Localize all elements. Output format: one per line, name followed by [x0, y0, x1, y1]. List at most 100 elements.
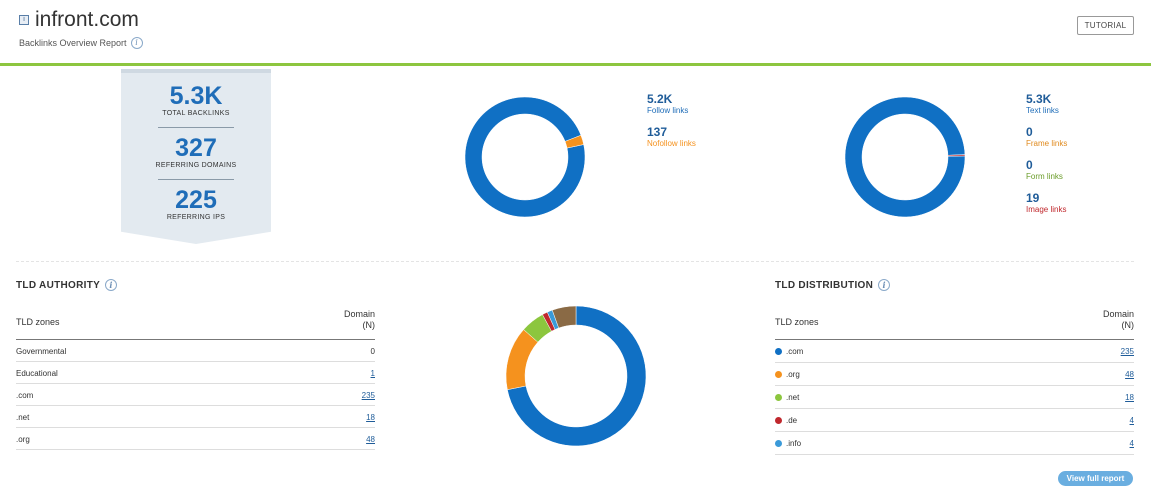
col-tld-zones: TLD zones [775, 317, 819, 327]
link-type-donut-chart [844, 96, 966, 218]
row-zone-label: .info [786, 439, 802, 448]
frame-links-value: 0 [1026, 125, 1033, 139]
referring-domains-stat[interactable]: 327 REFERRING DOMAINS [121, 135, 271, 169]
row-zone: .org [775, 370, 800, 379]
text-links-value: 5.3K [1026, 92, 1052, 106]
table-row: Educational 1 [16, 362, 375, 384]
frame-links-label: Frame links [1026, 139, 1068, 148]
follow-links-donut-chart [464, 96, 586, 218]
referring-ips-stat[interactable]: 225 REFERRING IPS [121, 187, 271, 221]
row-count-link[interactable]: 48 [366, 435, 375, 444]
linktype-slice-image-links[interactable] [947, 154, 966, 157]
site-title: infront.com [35, 8, 139, 31]
table-row: .org 48 [16, 428, 375, 450]
follow-legend: 5.2K Follow links 137 Nofollow links [647, 93, 696, 159]
col-domain-line1: Domain [1102, 309, 1134, 319]
report-header: i infront.com Backlinks Overview Report … [0, 0, 1151, 66]
info-icon[interactable]: i [878, 279, 891, 291]
referring-domains-value: 327 [175, 134, 217, 162]
tld-authority-title: TLD AUTHORITY [16, 279, 101, 291]
table-row: .de 4 [775, 409, 1134, 432]
tld-distribution-heading: TLD DISTRIBUTION i [775, 279, 891, 291]
follow-links-value: 5.2K [647, 92, 673, 106]
col-domain: Domain (N) [344, 309, 375, 331]
form-links-value: 0 [1026, 158, 1033, 172]
row-count-link[interactable]: 48 [1125, 370, 1134, 379]
row-zone: .de [775, 416, 797, 425]
total-backlinks-stat[interactable]: 5.3K TOTAL BACKLINKS [121, 83, 271, 117]
table-row: .info 4 [775, 432, 1134, 455]
report-subtitle: Backlinks Overview Report i [19, 37, 143, 49]
referring-domains-label: REFERRING DOMAINS [155, 162, 237, 169]
legend-follow[interactable]: 5.2K Follow links [647, 93, 696, 116]
tld-slice-other[interactable] [551, 305, 577, 329]
nofollow-links-value: 137 [647, 125, 668, 139]
link-type-legend: 5.3K Text links 0 Frame links 0 Form lin… [1026, 93, 1067, 225]
row-count-link[interactable]: 4 [1129, 439, 1134, 448]
divider [158, 127, 234, 128]
tutorial-button[interactable]: TUTORIAL [1077, 16, 1134, 35]
linktype-slice-text-links[interactable] [844, 96, 966, 218]
row-zone: Educational [16, 369, 58, 378]
report-subtitle-text: Backlinks Overview Report [19, 38, 127, 48]
follow-links-label: Follow links [647, 106, 689, 115]
row-zone: .net [775, 393, 799, 402]
row-zone: .com [16, 391, 34, 400]
view-full-report-button[interactable]: View full report [1058, 471, 1133, 486]
col-tld-zones: TLD zones [16, 317, 60, 327]
follow-slice-nofollow-links[interactable] [564, 134, 584, 149]
info-icon[interactable]: i [105, 279, 118, 291]
table-row: .org 48 [775, 363, 1134, 386]
info-icon[interactable]: i [130, 37, 143, 49]
total-backlinks-label: TOTAL BACKLINKS [162, 110, 230, 117]
legend-dot-icon [775, 348, 782, 355]
legend-form-links[interactable]: 0 Form links [1026, 159, 1067, 182]
referring-ips-label: REFERRING IPS [166, 214, 226, 221]
table-row: .net 18 [16, 406, 375, 428]
row-count-link[interactable]: 235 [361, 391, 375, 400]
totals-panel: 5.3K TOTAL BACKLINKS 327 REFERRING DOMAI… [121, 69, 271, 244]
row-zone: Governmental [16, 347, 67, 356]
row-zone: .net [16, 413, 30, 422]
tld-authority-table: TLD zones Domain (N) Governmental 0 Educ… [16, 308, 375, 450]
row-zone: .org [16, 435, 30, 444]
legend-text-links[interactable]: 5.3K Text links [1026, 93, 1067, 116]
tld-slice-com[interactable] [507, 305, 647, 447]
tld-distribution-donut-chart [505, 305, 647, 447]
table-header: TLD zones Domain (N) [775, 308, 1134, 340]
col-domain-line2: (N) [1121, 320, 1135, 330]
referring-ips-value: 225 [175, 186, 217, 214]
legend-dot-icon [775, 440, 782, 447]
follow-slice-follow-links[interactable] [464, 96, 586, 218]
table-row: .com 235 [775, 340, 1134, 363]
col-domain-line2: (N) [362, 320, 376, 330]
row-count-link[interactable]: 1 [370, 369, 375, 378]
legend-dot-icon [775, 417, 782, 424]
tld-distribution-title: TLD DISTRIBUTION [775, 279, 874, 291]
image-links-label: Image links [1026, 205, 1067, 214]
legend-dot-icon [775, 371, 782, 378]
col-domain: Domain (N) [1103, 309, 1134, 331]
table-row: Governmental 0 [16, 340, 375, 362]
row-zone-label: .com [786, 347, 804, 356]
row-count-link[interactable]: 18 [1125, 393, 1134, 402]
total-backlinks-value: 5.3K [169, 82, 223, 110]
tld-distribution-table: TLD zones Domain (N) .com 235 .org 48 .n… [775, 308, 1134, 455]
legend-frame-links[interactable]: 0 Frame links [1026, 126, 1067, 149]
legend-nofollow[interactable]: 137 Nofollow links [647, 126, 696, 149]
row-zone-label: .de [786, 416, 798, 425]
nofollow-links-label: Nofollow links [647, 139, 696, 148]
row-zone-label: .org [786, 370, 800, 379]
row-count-link[interactable]: 235 [1120, 347, 1134, 356]
divider [158, 179, 234, 180]
row-zone: .info [775, 439, 801, 448]
tld-authority-heading: TLD AUTHORITY i [16, 279, 118, 291]
row-zone: .com [775, 347, 803, 356]
row-count-link[interactable]: 4 [1129, 416, 1134, 425]
table-row: .net 18 [775, 386, 1134, 409]
row-count-link[interactable]: 18 [366, 413, 375, 422]
legend-image-links[interactable]: 19 Image links [1026, 192, 1067, 215]
table-row: .com 235 [16, 384, 375, 406]
text-links-label: Text links [1026, 106, 1059, 115]
tld-slice-org[interactable] [505, 329, 539, 390]
